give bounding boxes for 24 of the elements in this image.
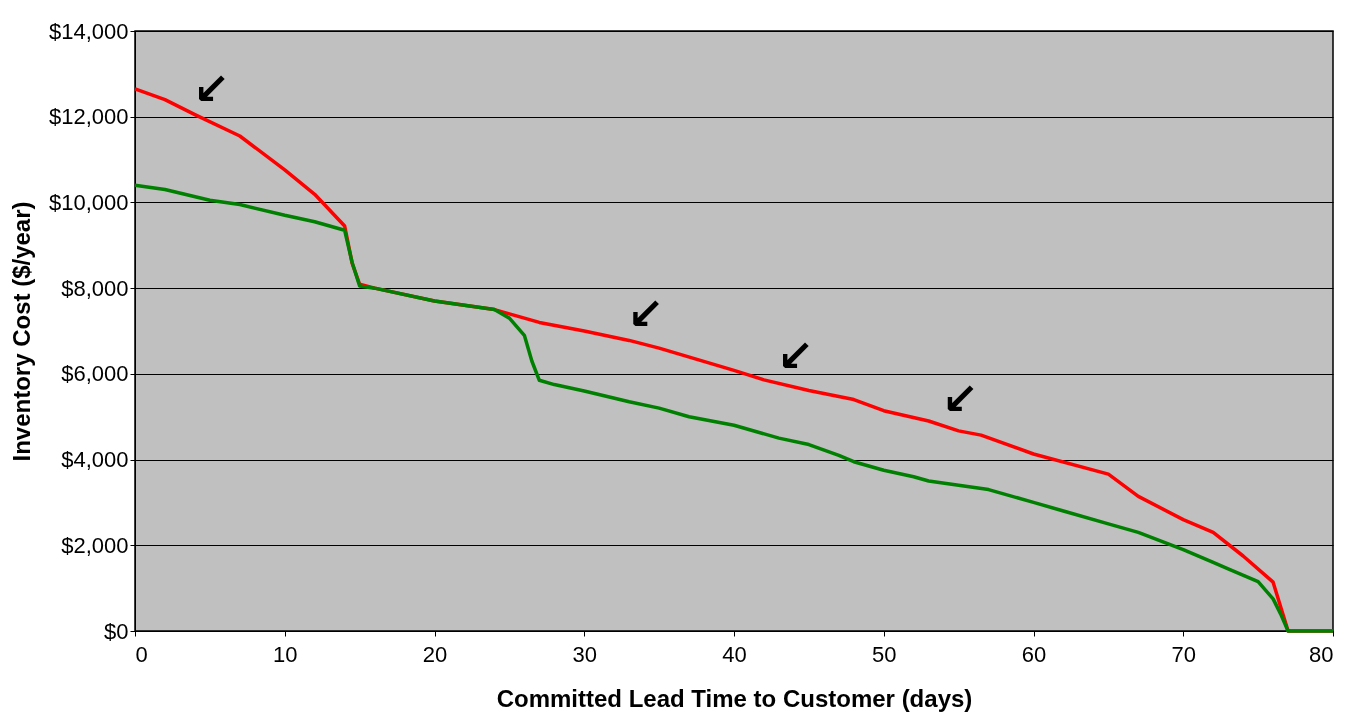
x-tick-label: 20 [422, 641, 448, 667]
annotation: ↙ [192, 62, 230, 114]
x-tick-label: 0 [135, 641, 148, 667]
annotation: ↙ [776, 330, 814, 382]
y-tick-label: $6,000 [61, 361, 129, 387]
x-axis-title: Committed Lead Time to Customer (days) [496, 684, 973, 712]
y-tick-label: $2,000 [61, 532, 129, 558]
x-tick-label: 70 [1171, 641, 1196, 667]
annotation: ↙ [941, 373, 979, 425]
x-tick-label: 40 [722, 641, 747, 667]
y-axis-title: Inventory Cost ($/year) [7, 201, 35, 462]
annotation: ↙ [627, 288, 665, 340]
y-tick-label: $10,000 [48, 189, 129, 215]
x-tick-label: 80 [1309, 641, 1334, 667]
y-tick-label: $0 [104, 618, 129, 644]
line-series [133, 183, 1335, 633]
x-tick-label: 50 [872, 641, 897, 667]
x-tick-label: 30 [572, 641, 597, 667]
x-tick-label: 10 [273, 641, 298, 667]
y-tick-label: $8,000 [61, 275, 129, 301]
x-tick-label: 60 [1021, 641, 1047, 667]
y-tick-label: $14,000 [48, 18, 129, 44]
y-tick-label: $4,000 [61, 447, 129, 473]
y-tick-label: $12,000 [48, 104, 129, 130]
